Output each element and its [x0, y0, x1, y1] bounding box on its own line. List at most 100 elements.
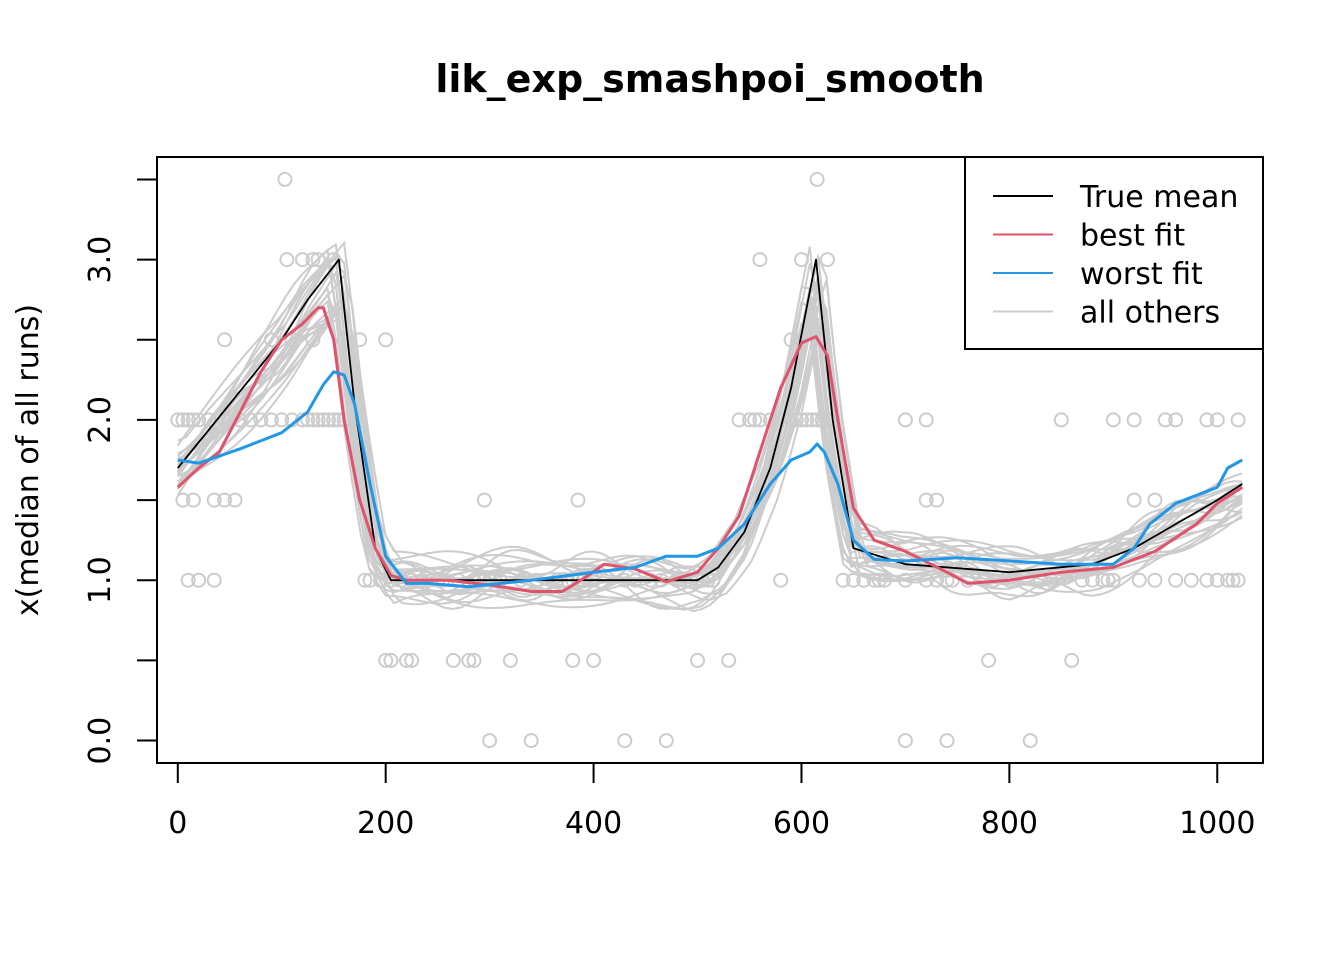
observation-point	[690, 652, 705, 668]
other-run-line	[176, 255, 1243, 609]
observation-point	[1131, 572, 1147, 588]
observation-point	[1209, 572, 1225, 588]
observation-point	[565, 652, 581, 668]
observation-point	[277, 171, 293, 187]
other-run-line	[177, 263, 1243, 610]
observation-point	[295, 252, 310, 268]
observation-point	[897, 412, 913, 428]
observation-point	[820, 252, 835, 268]
observation-point	[617, 733, 633, 749]
observation-point	[217, 492, 233, 508]
observation-point	[217, 332, 233, 348]
observation-point	[1230, 572, 1246, 588]
x-tick-label: 600	[773, 806, 830, 841]
observation-point	[253, 412, 269, 428]
observation-point	[1225, 572, 1241, 588]
observation-point	[1199, 572, 1215, 588]
observation-point	[185, 492, 201, 508]
legend-box	[964, 156, 1264, 350]
observation-point	[378, 332, 394, 348]
observation-point	[1230, 412, 1246, 428]
observation-point	[570, 492, 586, 508]
observation-point	[1168, 412, 1184, 428]
observation-point	[897, 733, 913, 749]
y-axis-label: x(median of all runs)	[11, 304, 46, 616]
observation-point	[476, 492, 492, 508]
observation-point	[502, 652, 518, 668]
observation-point	[731, 412, 747, 428]
x-tick-label: 0	[168, 806, 187, 841]
observation-point	[1126, 492, 1142, 508]
observation-point	[1147, 492, 1163, 508]
chart-title: lik_exp_smashpoi_smooth	[435, 57, 984, 101]
observation-point	[279, 252, 295, 268]
observation-point	[1126, 412, 1142, 428]
observation-point	[1168, 572, 1184, 588]
observation-point	[263, 412, 279, 428]
observation-point	[1209, 412, 1225, 428]
observation-point	[1053, 412, 1069, 428]
observation-point	[383, 652, 399, 668]
observation-point	[1199, 412, 1215, 428]
observation-point	[191, 572, 207, 588]
observation-point	[175, 492, 191, 508]
x-axis: 0 200 400 600 800 1000	[168, 762, 1255, 841]
observation-point	[357, 572, 373, 588]
observation-point	[378, 652, 394, 668]
observation-point	[191, 412, 207, 428]
observation-point	[321, 412, 336, 428]
y-axis: 0.0 1.0 2.0 3.0	[83, 178, 158, 765]
observation-point	[461, 652, 477, 668]
other-run-line	[177, 301, 1243, 595]
observation-point	[845, 572, 861, 588]
observation-point	[399, 652, 414, 668]
true-mean-line	[177, 258, 1243, 582]
series-lines	[176, 258, 1244, 593]
observation-point	[315, 412, 331, 428]
observation-point	[773, 572, 789, 588]
y-tick-label: 0.0	[83, 717, 118, 765]
observation-point	[206, 492, 222, 508]
y-tick-label: 1.0	[83, 556, 118, 604]
x-tick-label: 200	[357, 806, 414, 841]
observation-point	[804, 412, 820, 428]
x-tick-label: 1000	[1179, 806, 1255, 841]
observation-point	[466, 652, 482, 668]
best-fit-line	[176, 306, 1244, 593]
observation-point	[206, 572, 222, 588]
observation-point	[742, 412, 757, 428]
observation-point	[835, 572, 851, 588]
observation-point	[1183, 572, 1199, 588]
other-run-line	[177, 307, 1243, 594]
observation-point	[752, 252, 768, 268]
legend-label: worst fit	[1080, 257, 1203, 292]
observation-point	[1220, 572, 1236, 588]
observation-point	[305, 412, 321, 428]
legend-label: True mean	[1079, 180, 1238, 215]
observation-point	[310, 412, 326, 428]
observation-point	[404, 652, 420, 668]
x-tick-label: 400	[565, 806, 622, 841]
observation-point	[1157, 412, 1173, 428]
observation-point	[180, 572, 196, 588]
observation-point	[523, 733, 539, 749]
observation-point	[747, 412, 763, 428]
observation-point	[445, 652, 461, 668]
worst-fit-line	[177, 370, 1243, 589]
legend-label: all others	[1080, 296, 1220, 331]
observation-point	[1105, 412, 1121, 428]
x-tick-label: 800	[981, 806, 1038, 841]
observation-point	[1100, 572, 1116, 588]
observation-point	[918, 412, 934, 428]
legend-label: best fit	[1080, 219, 1185, 254]
observation-point	[929, 492, 945, 508]
observation-point	[175, 412, 191, 428]
observation-point	[482, 733, 498, 749]
other-run-line	[176, 258, 1243, 600]
observation-point	[809, 171, 825, 187]
observation-point	[981, 652, 997, 668]
observation-point	[658, 733, 674, 749]
observation-point	[1064, 652, 1080, 668]
observation-point	[939, 733, 955, 749]
